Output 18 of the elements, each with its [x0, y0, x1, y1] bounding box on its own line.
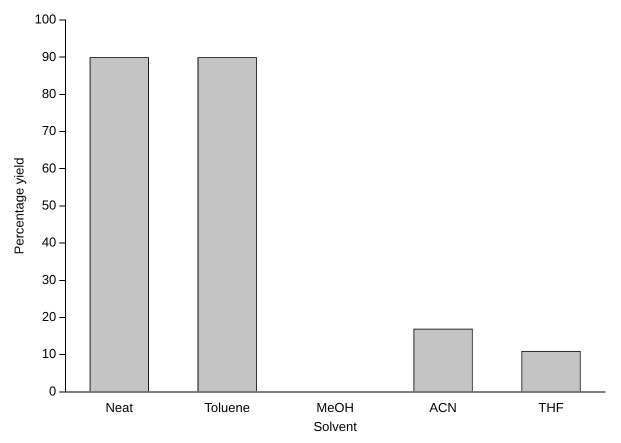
y-tick-label: 70 — [42, 123, 56, 138]
x-tick-label: THF — [538, 400, 564, 416]
x-tick-label: ACN — [429, 400, 457, 416]
y-tick-label: 10 — [42, 346, 56, 362]
x-axis-title: Solvent — [313, 418, 358, 434]
y-tick-label: 20 — [42, 309, 56, 324]
y-tick-label: 90 — [42, 48, 56, 64]
y-tick-label: 40 — [42, 234, 56, 250]
y-tick-label: 50 — [42, 197, 56, 212]
y-tick-label: 80 — [42, 86, 56, 101]
x-tick-label: Toluene — [204, 400, 250, 416]
x-tick-label: Neat — [106, 400, 134, 416]
y-tick-label: 100 — [34, 12, 56, 27]
y-tick-label: 60 — [42, 160, 56, 176]
y-tick-label: 0 — [49, 383, 56, 398]
y-axis-title: Percentage yield — [11, 157, 26, 254]
y-tick-label: 30 — [42, 272, 56, 287]
x-tick-label: MeOH — [316, 400, 354, 416]
